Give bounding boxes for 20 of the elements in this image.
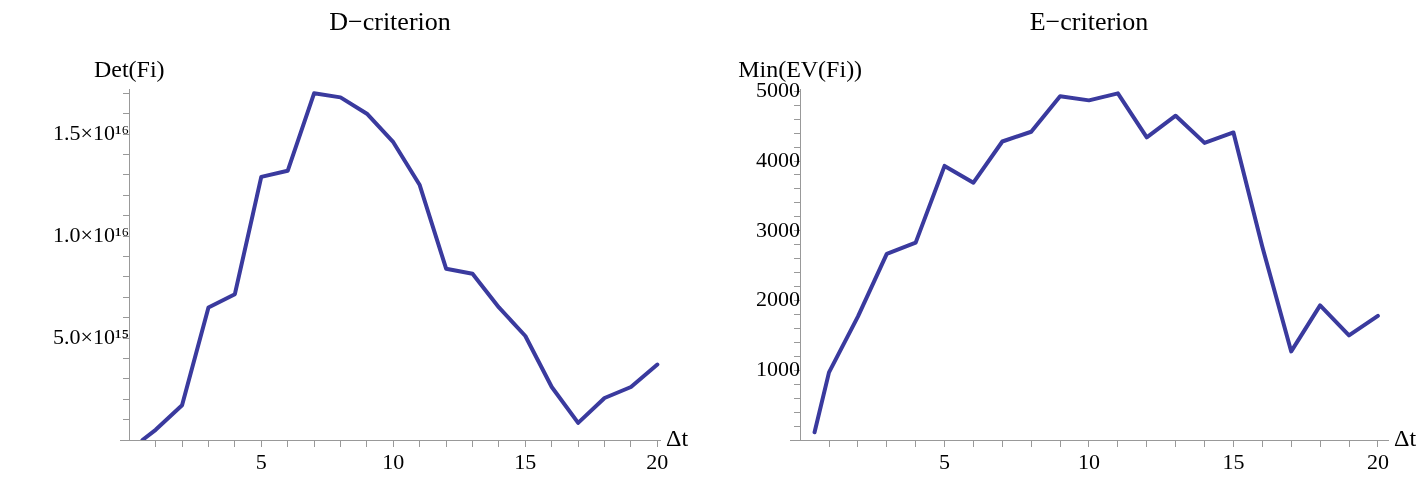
- x-tick-label: 5: [939, 448, 951, 474]
- y-tick-label: 4000: [756, 146, 801, 172]
- y-tick-label: 5.0×10¹⁵: [53, 323, 130, 349]
- chart-title: D−criterion: [329, 7, 451, 37]
- x-tick-label: 10: [382, 448, 405, 474]
- x-tick-label: 15: [1222, 448, 1245, 474]
- x-tick-label: 5: [255, 448, 267, 474]
- x-tick-label: 20: [1366, 448, 1389, 474]
- x-axis-title: Δt: [1394, 425, 1417, 452]
- y-tick-label: 1.5×10¹⁶: [53, 119, 130, 145]
- y-tick-label: 3000: [756, 216, 801, 242]
- x-axis-title: Δt: [666, 425, 689, 452]
- chart-title: E−criterion: [1029, 7, 1149, 37]
- y-tick-label: 2000: [756, 286, 801, 312]
- x-tick-label: 20: [646, 448, 669, 474]
- y-tick-label: 1.0×10¹⁶: [53, 221, 130, 247]
- y-tick-label: 1000: [756, 356, 801, 382]
- x-tick-label: 10: [1078, 448, 1100, 474]
- x-tick-label: 15: [514, 448, 537, 474]
- y-axis-title: Det(Fi): [93, 56, 165, 83]
